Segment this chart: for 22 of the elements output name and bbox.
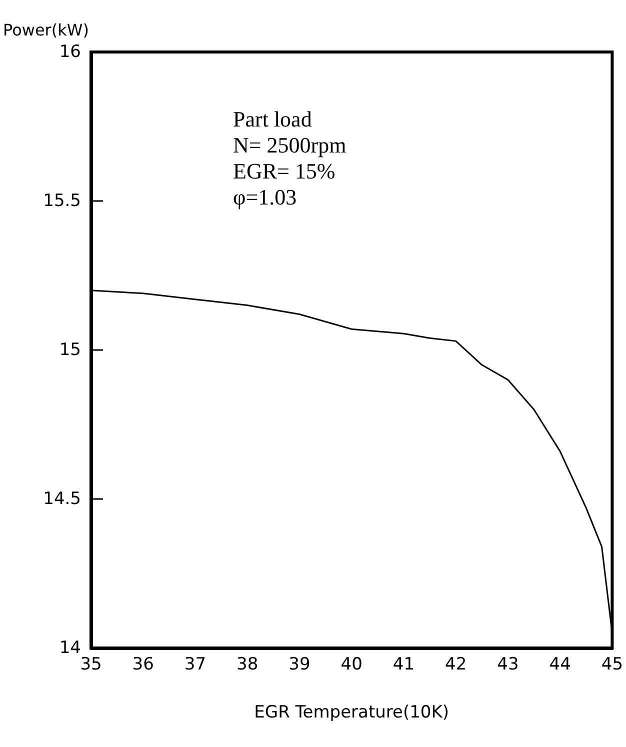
x-tick-label: 38 — [236, 654, 258, 674]
y-tick-label: 16 — [59, 42, 81, 62]
x-tick-label: 40 — [340, 654, 362, 674]
x-tick-label: 41 — [392, 654, 415, 674]
y-tick-label: 15.5 — [43, 191, 81, 211]
annotation: EGR= 15% — [233, 158, 336, 184]
annotation: N= 2500rpm — [233, 132, 346, 158]
x-axis-title: EGR Temperature(10K) — [254, 702, 450, 722]
x-tick-label: 43 — [497, 654, 519, 674]
y-axis-title: Power(kW) — [3, 20, 89, 40]
x-tick-label: 45 — [601, 654, 624, 674]
x-tick-label: 36 — [132, 654, 154, 674]
x-tick-label: 37 — [184, 654, 206, 674]
x-tick-label: 39 — [288, 654, 310, 674]
y-tick-label: 14.5 — [43, 489, 81, 509]
x-tick-label: 44 — [549, 654, 571, 674]
y-tick-label: 15 — [59, 340, 81, 360]
annotation: φ=1.03 — [233, 184, 297, 210]
x-tick-label: 42 — [445, 654, 467, 674]
x-tick-label: 35 — [80, 654, 102, 674]
y-tick-label: 14 — [59, 638, 81, 658]
annotation: Part load — [233, 106, 312, 132]
